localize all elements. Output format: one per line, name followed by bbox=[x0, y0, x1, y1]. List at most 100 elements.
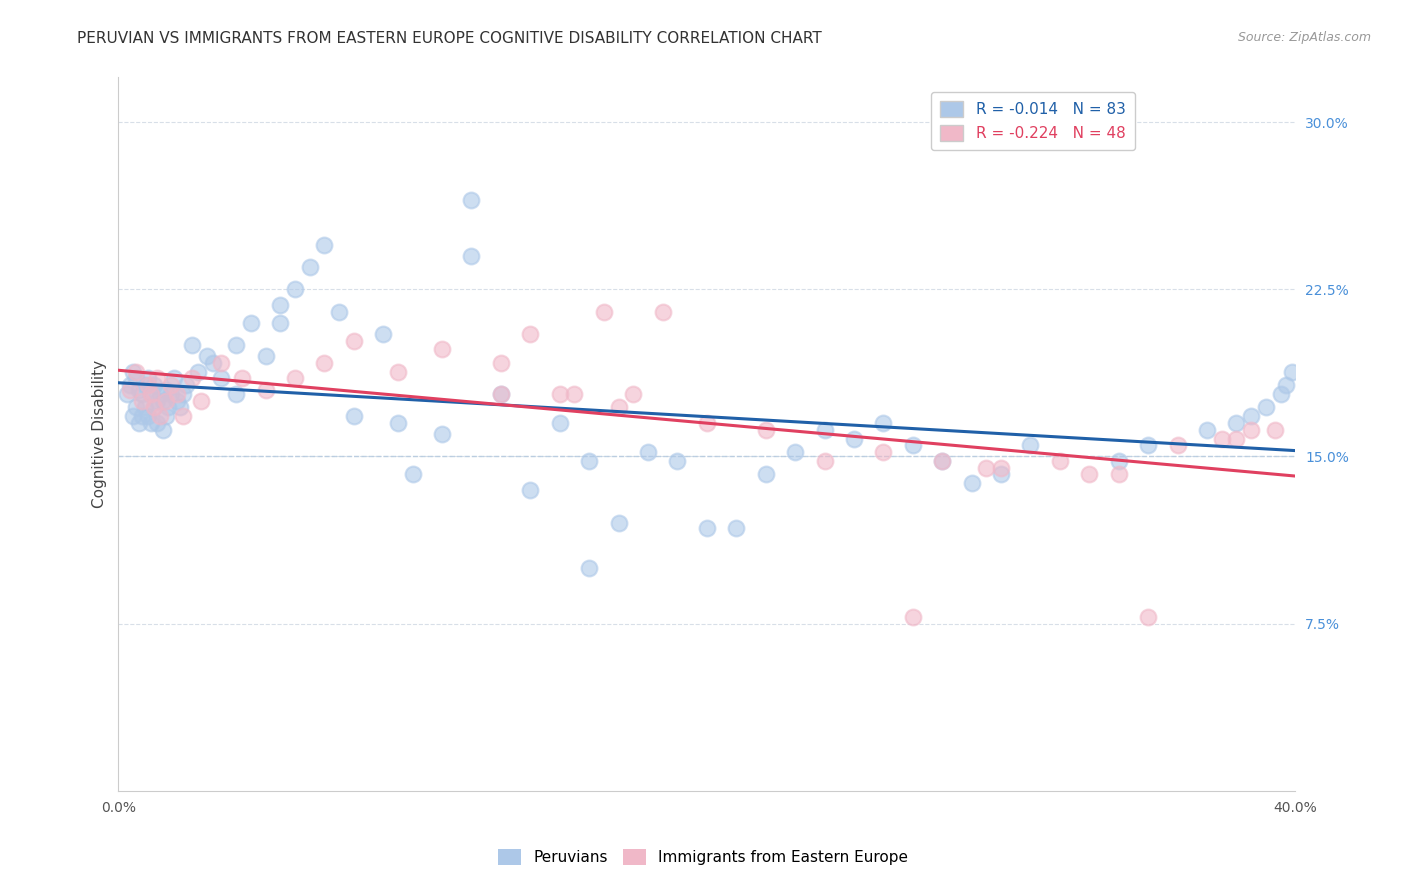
Point bbox=[201, 356, 224, 370]
Point bbox=[136, 378, 159, 392]
Point bbox=[136, 371, 159, 385]
Point bbox=[842, 432, 865, 446]
Point bbox=[181, 338, 204, 352]
Point bbox=[931, 454, 953, 468]
Point bbox=[1225, 416, 1247, 430]
Point bbox=[460, 193, 482, 207]
Point bbox=[990, 467, 1012, 482]
Point bbox=[489, 387, 512, 401]
Point bbox=[142, 401, 165, 415]
Point bbox=[1195, 423, 1218, 437]
Point bbox=[125, 401, 148, 415]
Point bbox=[901, 438, 924, 452]
Point bbox=[131, 409, 153, 424]
Point bbox=[1211, 432, 1233, 446]
Point bbox=[1108, 467, 1130, 482]
Point bbox=[128, 416, 150, 430]
Point bbox=[872, 445, 894, 459]
Point bbox=[160, 378, 183, 392]
Point bbox=[931, 454, 953, 468]
Point bbox=[136, 409, 159, 424]
Point bbox=[169, 401, 191, 415]
Point bbox=[254, 349, 277, 363]
Point bbox=[783, 445, 806, 459]
Point bbox=[131, 387, 153, 401]
Point bbox=[152, 423, 174, 437]
Point bbox=[651, 304, 673, 318]
Point bbox=[190, 393, 212, 408]
Point bbox=[1167, 438, 1189, 452]
Point bbox=[155, 383, 177, 397]
Legend: R = -0.014   N = 83, R = -0.224   N = 48: R = -0.014 N = 83, R = -0.224 N = 48 bbox=[931, 92, 1135, 150]
Point bbox=[284, 282, 307, 296]
Point bbox=[489, 356, 512, 370]
Point bbox=[401, 467, 423, 482]
Point bbox=[174, 378, 197, 392]
Point bbox=[254, 383, 277, 397]
Point bbox=[139, 387, 162, 401]
Point bbox=[231, 371, 253, 385]
Point bbox=[813, 423, 835, 437]
Point bbox=[976, 460, 998, 475]
Point bbox=[1108, 454, 1130, 468]
Point bbox=[195, 349, 218, 363]
Point bbox=[139, 387, 162, 401]
Point bbox=[269, 298, 291, 312]
Point bbox=[120, 378, 142, 392]
Point bbox=[128, 383, 150, 397]
Point bbox=[117, 387, 139, 401]
Point bbox=[172, 387, 194, 401]
Point bbox=[145, 416, 167, 430]
Point bbox=[564, 387, 586, 401]
Point bbox=[1270, 387, 1292, 401]
Point bbox=[187, 365, 209, 379]
Point bbox=[430, 427, 453, 442]
Point bbox=[1240, 409, 1263, 424]
Point bbox=[1019, 438, 1042, 452]
Point bbox=[813, 454, 835, 468]
Point bbox=[607, 401, 630, 415]
Point bbox=[122, 409, 145, 424]
Point bbox=[519, 483, 541, 497]
Point bbox=[548, 416, 571, 430]
Point bbox=[134, 401, 156, 415]
Point bbox=[666, 454, 689, 468]
Point bbox=[209, 371, 232, 385]
Point bbox=[314, 356, 336, 370]
Point bbox=[172, 409, 194, 424]
Point bbox=[578, 454, 600, 468]
Point bbox=[298, 260, 321, 274]
Point bbox=[1049, 454, 1071, 468]
Point bbox=[145, 393, 167, 408]
Point bbox=[163, 371, 186, 385]
Point bbox=[166, 387, 188, 401]
Point bbox=[1137, 610, 1160, 624]
Point bbox=[373, 326, 395, 341]
Point bbox=[960, 476, 983, 491]
Point bbox=[125, 365, 148, 379]
Y-axis label: Cognitive Disability: Cognitive Disability bbox=[93, 360, 107, 508]
Point bbox=[134, 378, 156, 392]
Point bbox=[149, 387, 172, 401]
Point bbox=[343, 409, 366, 424]
Point bbox=[430, 343, 453, 357]
Point bbox=[181, 371, 204, 385]
Point bbox=[578, 561, 600, 575]
Point bbox=[637, 445, 659, 459]
Point bbox=[1254, 401, 1277, 415]
Point bbox=[160, 387, 183, 401]
Point bbox=[1240, 423, 1263, 437]
Point bbox=[1281, 365, 1303, 379]
Point bbox=[131, 393, 153, 408]
Point bbox=[901, 610, 924, 624]
Point bbox=[239, 316, 262, 330]
Legend: Peruvians, Immigrants from Eastern Europe: Peruvians, Immigrants from Eastern Europ… bbox=[492, 843, 914, 871]
Point bbox=[166, 393, 188, 408]
Point bbox=[343, 334, 366, 348]
Point bbox=[1225, 432, 1247, 446]
Point bbox=[387, 365, 409, 379]
Point bbox=[209, 356, 232, 370]
Point bbox=[1275, 378, 1298, 392]
Point bbox=[696, 521, 718, 535]
Point bbox=[328, 304, 350, 318]
